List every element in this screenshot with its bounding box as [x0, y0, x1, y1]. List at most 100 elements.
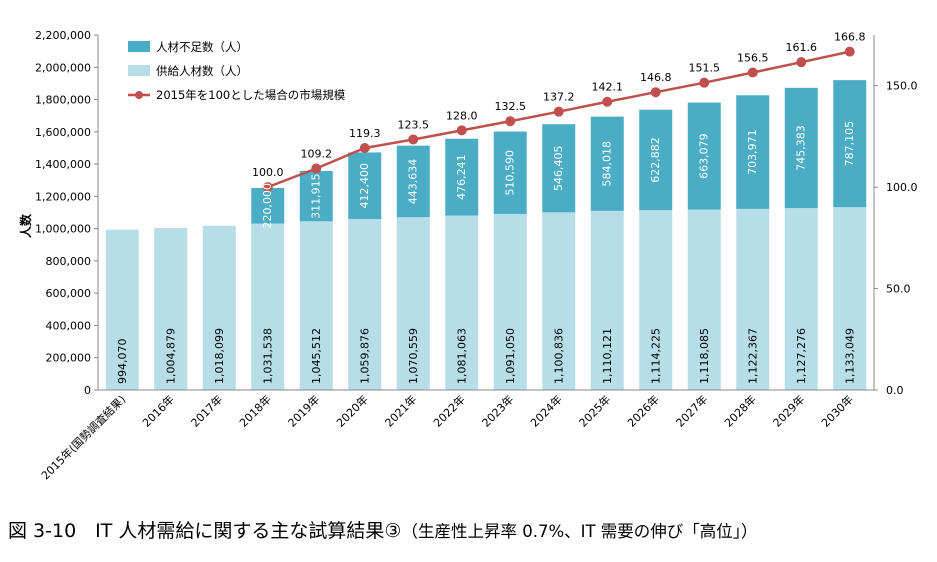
market-point	[456, 125, 467, 136]
caption-main: 図 3-10 IT 人材需給に関する主な試算結果③	[8, 520, 402, 542]
bar-supply	[251, 223, 285, 390]
supply-data-label: 1,091,050	[504, 328, 517, 384]
x-tick-label: 2022年	[430, 392, 467, 429]
bar-shortage	[687, 102, 721, 210]
supply-data-label: 1,081,063	[455, 328, 468, 384]
market-point	[262, 182, 273, 193]
legend-label: 供給人材数（人）	[156, 64, 248, 78]
y-axis-title: 人数	[18, 213, 33, 238]
bar-shortage	[784, 87, 818, 209]
shortage-data-label: 663,079	[698, 133, 711, 179]
market-data-label: 119.3	[349, 127, 381, 140]
legend-label: 人材不足数（人）	[156, 40, 248, 54]
supply-data-label: 1,127,276	[795, 328, 808, 384]
y-tick-label: 1,000,000	[35, 223, 91, 236]
figure-caption: 図 3-10 IT 人材需給に関する主な試算結果③（生産性上昇率 0.7%、IT…	[8, 516, 933, 543]
bar-supply	[154, 227, 188, 390]
y-tick-label: 1,200,000	[35, 190, 91, 203]
y-tick-label: 800,000	[46, 255, 92, 268]
market-data-label: 132.5	[495, 100, 527, 113]
x-tick-label: 2028年	[721, 392, 758, 429]
x-tick-label: 2015年(国勢調査結果)	[38, 392, 128, 482]
supply-data-label: 1,114,225	[649, 328, 662, 384]
supply-data-label: 1,100,836	[552, 328, 565, 384]
x-tick-label: 2029年	[770, 392, 807, 429]
legend-swatch	[128, 41, 150, 52]
market-data-label: 142.1	[592, 81, 624, 94]
supply-data-label: 1,133,049	[843, 328, 856, 384]
y2-tick-label: 50.0	[886, 283, 911, 296]
bar-supply	[105, 229, 139, 390]
legend: 人材不足数（人） 供給人材数（人） 2015年を100とした場合の市場規模	[128, 40, 346, 102]
supply-data-label: 1,018,099	[213, 328, 226, 384]
y2-tick-label: 150.0	[886, 80, 918, 93]
market-data-label: 146.8	[640, 71, 672, 84]
x-tick-label: 2025年	[576, 392, 613, 429]
supply-data-label: 1,004,879	[164, 328, 177, 384]
y-tick-label: 2,200,000	[35, 29, 91, 42]
bar-supply	[396, 217, 430, 390]
shortage-data-label: 412,400	[358, 163, 371, 209]
supply-data-label: 1,045,512	[310, 328, 323, 384]
y-tick-label: 1,600,000	[35, 126, 91, 139]
supply-data-label: 1,118,085	[698, 328, 711, 384]
supply-data-label: 994,070	[116, 339, 129, 385]
x-tick-label: 2023年	[479, 392, 516, 429]
bar-supply	[542, 212, 576, 390]
market-point	[602, 96, 613, 107]
market-data-label: 123.5	[398, 118, 430, 131]
shortage-data-label: 584,018	[601, 141, 614, 187]
shortage-data-label: 510,590	[504, 150, 517, 196]
x-tick-label: 2021年	[382, 392, 419, 429]
x-tick-label: 2027年	[673, 392, 710, 429]
bar-shortage	[833, 80, 867, 208]
y-tick-label: 0	[84, 384, 91, 397]
market-point	[747, 67, 758, 78]
bar-shortage	[542, 124, 576, 213]
market-data-label: 100.0	[252, 166, 284, 179]
shortage-data-label: 476,241	[455, 154, 468, 200]
bar-shortage	[493, 131, 527, 214]
market-data-label: 156.5	[737, 52, 769, 65]
bar-shortage	[736, 95, 770, 209]
legend-marker	[135, 91, 143, 99]
x-tick-label: 2019年	[285, 392, 322, 429]
market-data-label: 151.5	[689, 62, 721, 75]
x-tick-label: 2024年	[527, 392, 564, 429]
shortage-data-label: 745,383	[795, 125, 808, 171]
x-tick-label: 2026年	[624, 392, 661, 429]
y2-tick-label: 0.0	[886, 384, 904, 397]
shortage-data-label: 220,000	[261, 183, 274, 229]
legend-label: 2015年を100とした場合の市場規模	[156, 88, 346, 102]
shortage-data-label: 622,882	[649, 137, 662, 183]
shortage-data-label: 546,405	[552, 146, 565, 192]
x-tick-label: 2016年	[139, 392, 176, 429]
market-point	[553, 106, 564, 117]
bar-supply	[493, 213, 527, 390]
market-data-label: 109.2	[301, 147, 333, 160]
y-tick-label: 2,000,000	[35, 61, 91, 74]
bar-shortage	[348, 152, 382, 219]
market-point	[408, 134, 419, 145]
x-tick-label: 2020年	[333, 392, 370, 429]
market-data-label: 128.0	[446, 109, 478, 122]
market-point	[359, 142, 370, 153]
bar-supply	[299, 221, 333, 390]
chart: 人数 人材不足数（人） 供給人材数（人） 2015年を100とした場合の市場規模 9…	[18, 29, 918, 482]
bar-shortage	[639, 109, 673, 211]
shortage-data-label: 311,915	[310, 173, 323, 219]
shortage-data-label: 703,971	[746, 129, 759, 175]
y-tick-label: 1,400,000	[35, 158, 91, 171]
bar-shortage	[590, 116, 624, 211]
y-tick-label: 600,000	[46, 287, 92, 300]
bar-supply	[202, 225, 236, 390]
y2-tick-label: 100.0	[886, 181, 918, 194]
x-tick-label: 2018年	[236, 392, 273, 429]
market-data-label: 137.2	[543, 91, 575, 104]
market-point	[505, 116, 516, 127]
bar-shortage	[445, 138, 479, 216]
bar-supply	[348, 218, 382, 390]
supply-data-label: 1,122,367	[746, 328, 759, 384]
x-tick-label: 2030年	[818, 392, 855, 429]
caption-sub: （生産性上昇率 0.7%、IT 需要の伸び「高位」）	[401, 522, 758, 541]
